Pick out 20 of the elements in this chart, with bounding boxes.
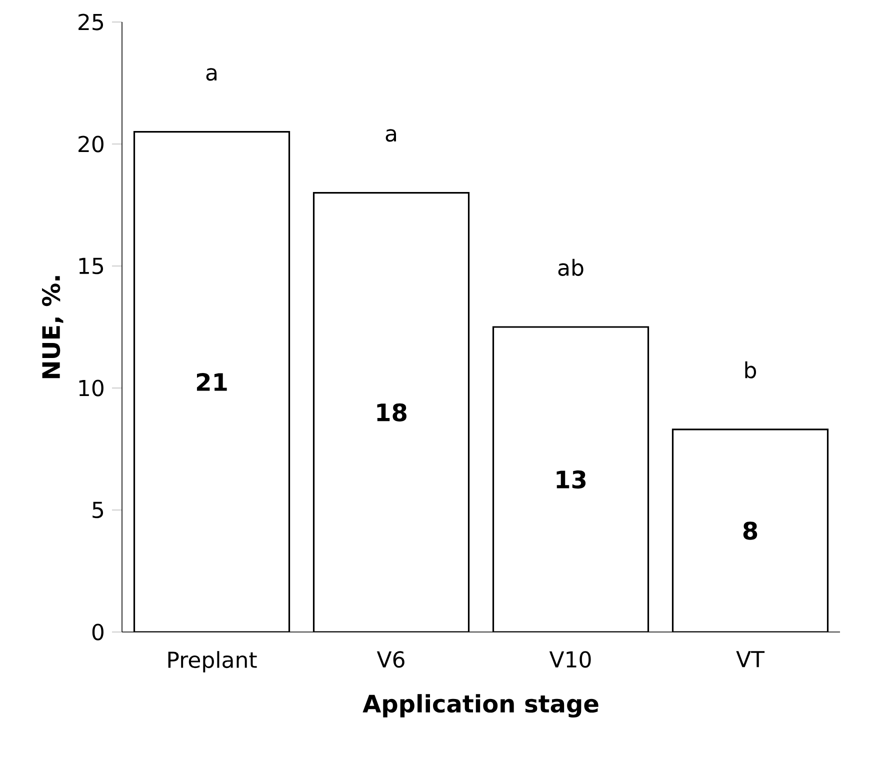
x-tick-label: V6	[376, 651, 404, 668]
y-tick-label: 10	[79, 380, 104, 396]
annotation: a	[386, 129, 396, 142]
y-axis-title: NUE, %.	[42, 276, 64, 378]
y-tick-label: 0	[92, 624, 104, 640]
x-tick-label: Preplant	[168, 651, 257, 672]
y-tick-label: 25	[78, 14, 104, 30]
data-label: 8	[743, 522, 758, 540]
data-label: 18	[377, 403, 406, 422]
y-tick-label: 5	[92, 502, 104, 518]
x-tick-label: V10	[549, 651, 591, 668]
annotation: b	[745, 361, 756, 378]
annotation: ab	[558, 258, 584, 276]
x-tick-label: VT	[736, 651, 765, 668]
data-label: 21	[196, 372, 227, 391]
y-tick-label: 15	[79, 258, 104, 274]
data-label: 13	[556, 470, 586, 489]
y-tick-label: 20	[78, 136, 104, 152]
x-axis-title: Application stage	[362, 694, 598, 718]
annotation: a	[206, 68, 216, 81]
